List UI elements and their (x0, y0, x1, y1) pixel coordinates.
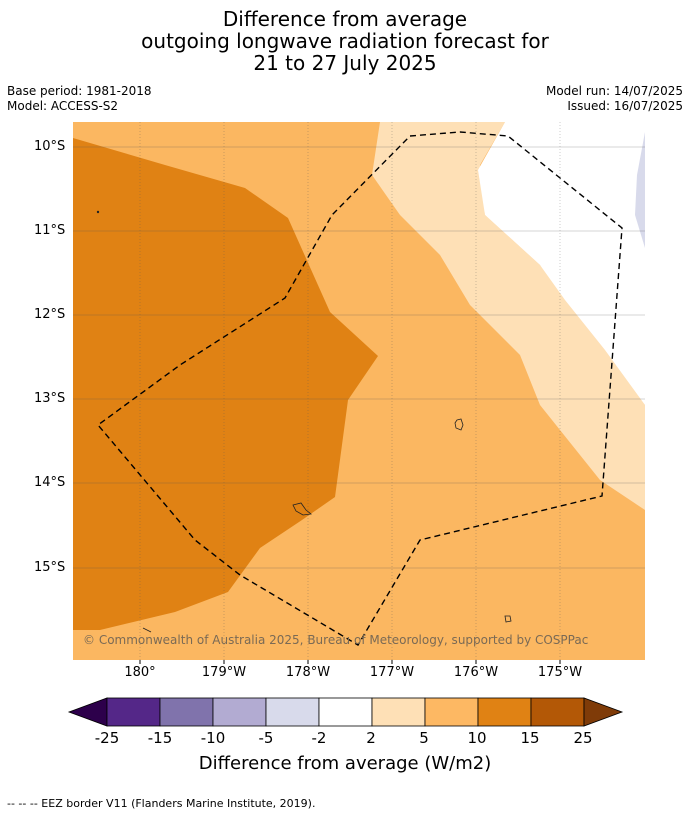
colorbar-tick-label: 15 (520, 729, 540, 747)
title-line-1: Difference from average (222, 7, 468, 31)
lon-label: 177°W (369, 665, 415, 680)
colorbar-segment (371, 697, 426, 727)
colorbar-tick-label: -15 (147, 729, 173, 747)
title-line-2: outgoing longwave radiation forecast for (141, 29, 549, 53)
axis-ticks (139, 660, 561, 664)
meta-left: Base period: 1981-2018 Model: ACCESS-S2 (7, 84, 152, 114)
colorbar-tick-label: -25 (94, 729, 120, 747)
islands (96, 210, 512, 633)
colorbar-tick-label: -10 (200, 729, 226, 747)
colorbar-tick-label: 2 (366, 729, 376, 747)
lat-label: 12°S (34, 307, 66, 322)
lon-label: 180° (124, 665, 156, 680)
colorbar-segment (106, 697, 161, 727)
lon-label: 176°W (453, 665, 499, 680)
copyright-notice: © Commonwealth of Australia 2025, Bureau… (83, 633, 589, 647)
colorbar-tick-label: -2 (311, 729, 327, 747)
eez-footnote: -- -- -- EEZ border V11 (Flanders Marine… (7, 797, 316, 810)
lon-label: 179°W (201, 665, 247, 680)
colorbar-extend-high (583, 697, 624, 727)
colorbar-segment (530, 697, 585, 727)
colorbar-title: Difference from average (W/m2) (198, 753, 492, 774)
colorbar-segment (424, 697, 479, 727)
colorbar-tick-label: -5 (258, 729, 274, 747)
island-outline (292, 502, 312, 516)
island-outline (504, 615, 512, 623)
colorbar-segment (159, 697, 214, 727)
island-outline (142, 627, 152, 633)
eez-border (96, 131, 623, 646)
anomaly-band-2-5 (372, 122, 645, 510)
meta-right: Model run: 14/07/2025 Issued: 16/07/2025 (546, 84, 683, 114)
colorbar-segment (212, 697, 267, 727)
anomaly-band-neg5-neg2 (635, 132, 645, 248)
colorbar-segment (318, 697, 373, 727)
model-run: Model run: 14/07/2025 (545, 84, 683, 98)
lat-label: 14°S (34, 475, 66, 490)
base-period: Base period: 1981-2018 (7, 84, 152, 98)
gridlines (73, 122, 645, 660)
issued-date: Issued: 16/07/2025 (567, 99, 683, 113)
colorbar-tick-label: 10 (467, 729, 487, 747)
lon-label: 178°W (285, 665, 331, 680)
lat-label: 15°S (34, 560, 66, 575)
lon-label: 175°W (537, 665, 583, 680)
lat-label: 13°S (34, 391, 66, 406)
colorbar (67, 697, 624, 727)
model-name: Model: ACCESS-S2 (7, 99, 119, 113)
island-outline (454, 418, 464, 431)
colorbar-tick-label: 5 (419, 729, 429, 747)
colorbar-segment (477, 697, 532, 727)
island-dot (96, 210, 100, 214)
colorbar-extend-low (67, 697, 108, 727)
lat-label: 10°S (34, 139, 66, 154)
anomaly-band-10-15 (73, 122, 378, 630)
colorbar-tick-label: 25 (573, 729, 593, 747)
map-title: Difference from average outgoing longwav… (0, 8, 690, 74)
lat-label: 11°S (34, 223, 66, 238)
colorbar-segment (265, 697, 320, 727)
title-line-3: 21 to 27 July 2025 (253, 51, 437, 75)
near-zero-area (478, 122, 645, 405)
